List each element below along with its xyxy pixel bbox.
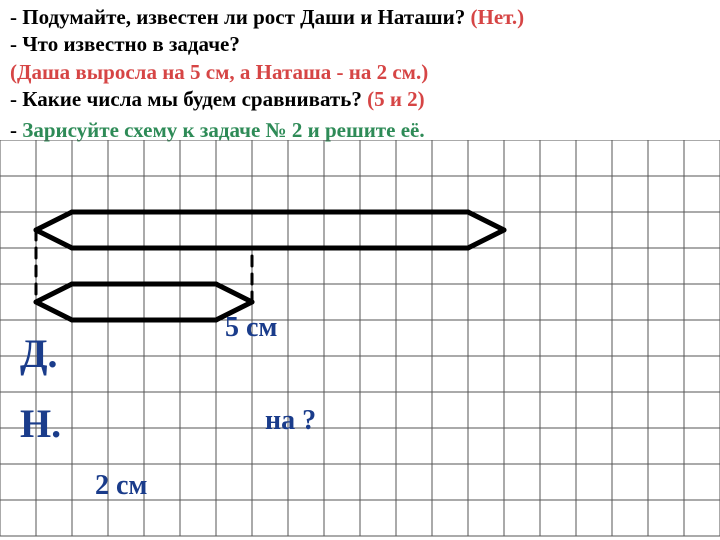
- label-na-q: на ?: [265, 405, 316, 437]
- q3-prefix: - Какие числа мы будем сравнивать?: [10, 87, 367, 111]
- q2-line: - Что известно в задаче?: [10, 31, 710, 58]
- label-2cm: 2 см: [95, 470, 148, 502]
- instruction: Зарисуйте схему к задаче № 2 и решите её…: [22, 118, 424, 142]
- instr-dash: -: [10, 118, 22, 142]
- label-n: Н.: [20, 400, 61, 447]
- q2-answer: (Даша выросла на 5 см, а Наташа - на 2 с…: [10, 60, 428, 84]
- question-text-block: - Подумайте, известен ли рост Даши и Нат…: [0, 0, 720, 144]
- q1-answer: (Нет.): [471, 5, 525, 29]
- label-5cm: 5 см: [225, 312, 278, 344]
- q3-answer: (5 и 2): [367, 87, 425, 111]
- q3-line: - Какие числа мы будем сравнивать? (5 и …: [10, 86, 710, 113]
- label-d: Д.: [20, 330, 58, 377]
- diagram-area: Д. Н. 5 см 2 см на ?: [0, 140, 720, 540]
- q2-ans-line: (Даша выросла на 5 см, а Наташа - на 2 с…: [10, 59, 710, 86]
- q1-line: - Подумайте, известен ли рост Даши и Нат…: [10, 4, 710, 31]
- q1-prefix: - Подумайте, известен ли рост Даши и Нат…: [10, 5, 471, 29]
- q2: - Что известно в задаче?: [10, 32, 240, 56]
